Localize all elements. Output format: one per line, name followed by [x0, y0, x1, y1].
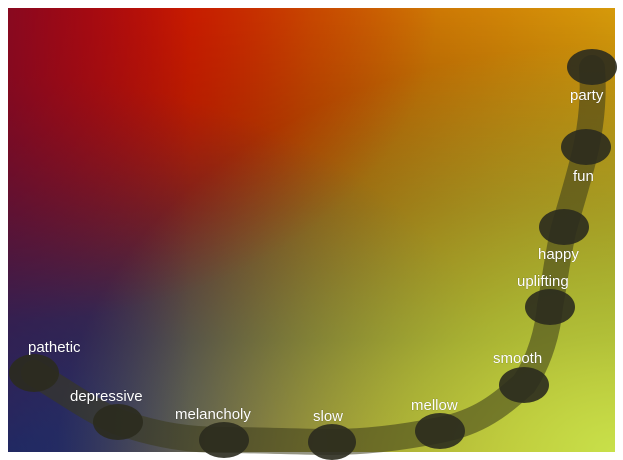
mood-label-pathetic: pathetic: [28, 339, 81, 356]
mood-dot-smooth[interactable]: [499, 367, 549, 403]
mood-label-depressive: depressive: [70, 388, 143, 405]
mood-label-slow: slow: [313, 408, 343, 425]
mood-node-smooth[interactable]: smooth: [493, 350, 549, 403]
mood-label-uplifting: uplifting: [517, 273, 569, 290]
mood-dot-depressive[interactable]: [93, 404, 143, 440]
mood-label-party: party: [570, 87, 604, 104]
mood-dot-mellow[interactable]: [415, 413, 465, 449]
mood-dot-party[interactable]: [567, 49, 617, 85]
mood-dot-melancholy[interactable]: [199, 422, 249, 458]
mood-label-smooth: smooth: [493, 350, 542, 367]
mood-node-mellow[interactable]: mellow: [411, 397, 465, 449]
mood-dot-happy[interactable]: [539, 209, 589, 245]
mood-dot-fun[interactable]: [561, 129, 611, 165]
mood-node-slow[interactable]: slow: [308, 408, 356, 460]
mood-label-melancholy: melancholy: [175, 406, 251, 423]
mood-dot-uplifting[interactable]: [525, 289, 575, 325]
mood-node-depressive[interactable]: depressive: [70, 388, 143, 440]
mood-path-track: [21, 55, 606, 456]
mood-node-party[interactable]: party: [567, 49, 617, 104]
mood-node-fun[interactable]: fun: [561, 129, 611, 185]
mood-label-mellow: mellow: [411, 397, 458, 414]
mood-node-melancholy[interactable]: melancholy: [175, 406, 252, 458]
mood-gradient-canvas[interactable]: [8, 8, 615, 452]
mood-node-pathetic[interactable]: pathetic: [9, 339, 81, 392]
mood-node-uplifting[interactable]: uplifting: [517, 273, 575, 325]
mood-label-fun: fun: [573, 168, 594, 185]
mood-label-happy: happy: [538, 246, 579, 263]
mood-dot-pathetic[interactable]: [9, 354, 59, 392]
mood-dot-slow[interactable]: [308, 424, 356, 460]
mood-node-happy[interactable]: happy: [538, 209, 589, 263]
